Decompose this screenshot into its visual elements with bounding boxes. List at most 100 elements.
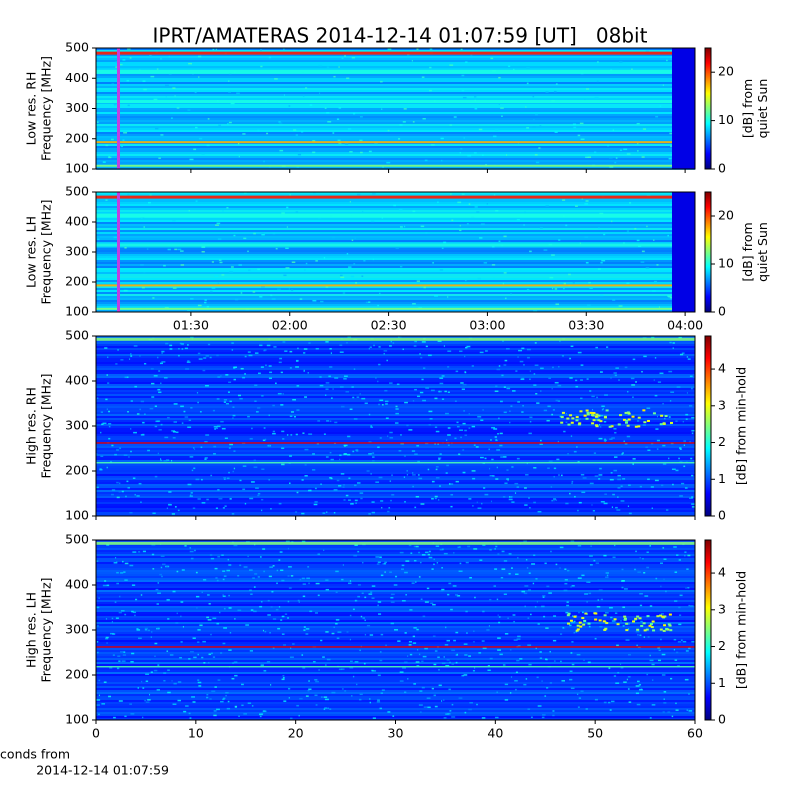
spectrogram-speckle — [461, 674, 465, 677]
spectrogram-speckle — [437, 340, 442, 342]
spectrogram-speckle — [524, 211, 526, 214]
spectrogram-speckle — [401, 599, 406, 602]
spectrogram-speckle — [247, 702, 252, 704]
spectrogram-row — [96, 58, 695, 60]
spectrogram-speckle — [545, 627, 549, 629]
spectrogram-speckle — [404, 401, 408, 404]
spectrogram-speckle — [527, 708, 531, 710]
spectrogram-speckle — [548, 592, 552, 594]
spectrogram-speckle — [537, 510, 542, 513]
spectrogram-speckle — [177, 509, 180, 512]
spectrogram-speckle — [614, 431, 617, 434]
spectrogram-speckle — [615, 367, 619, 369]
spectrogram-speckle — [632, 358, 636, 361]
spectrogram-speckle — [324, 698, 329, 701]
spectrogram-speckle — [329, 348, 332, 350]
spectrogram-speckle — [553, 615, 557, 617]
spectrogram-burst — [649, 623, 653, 626]
spectrogram-speckle — [280, 371, 283, 374]
spectrogram-speckle — [361, 592, 364, 595]
spectrogram-speckle — [352, 396, 355, 399]
spectrogram-speckle — [445, 664, 450, 667]
spectrogram-speckle — [140, 434, 145, 436]
spectrogram-speckle — [570, 652, 573, 654]
spectrogram-speckle — [239, 479, 242, 482]
spectrogram-speckle — [362, 617, 366, 619]
spectrogram-speckle — [439, 548, 444, 551]
spectrogram-speckle — [517, 192, 520, 195]
spectrogram-speckle — [506, 469, 509, 471]
spectrogram-speckle — [106, 544, 110, 546]
spectrogram-speckle — [217, 282, 219, 284]
spectrogram-speckle — [546, 419, 550, 422]
spectrogram-speckle — [147, 699, 151, 701]
spectrogram-speckle — [137, 687, 139, 689]
spectrogram-speckle — [303, 95, 305, 97]
spectrogram-speckle — [96, 560, 99, 562]
spectrogram-speckle — [526, 127, 530, 129]
spectrogram-speckle — [360, 615, 363, 618]
spectrogram-row — [96, 354, 695, 356]
spectrogram-speckle — [679, 448, 682, 450]
spectrogram-speckle — [423, 706, 428, 708]
spectrogram-row — [96, 514, 695, 516]
spectrogram-speckle — [165, 459, 170, 461]
spectrogram-speckle — [491, 426, 496, 429]
spectrogram-speckle — [206, 693, 209, 696]
spectrogram-speckle — [308, 582, 310, 585]
colorbar-tick-label: 2 — [718, 434, 726, 449]
spectrogram-speckle — [305, 695, 309, 697]
spectrogram-speckle — [404, 501, 406, 503]
spectrogram-speckle — [357, 550, 360, 553]
spectrogram-burst — [659, 423, 663, 426]
spectrogram-speckle — [178, 354, 180, 357]
spectrogram-row — [96, 194, 695, 196]
y-tick-label: 500 — [65, 184, 89, 199]
spectrogram-speckle — [448, 582, 452, 585]
spectrogram-speckle — [527, 617, 530, 619]
spectrogram-speckle — [136, 628, 139, 630]
spectrogram-speckle — [674, 659, 678, 661]
spectrogram-speckle — [561, 355, 565, 357]
spectrogram-speckle — [106, 356, 109, 359]
spectrogram-speckle — [193, 549, 196, 552]
x-tick-label: 04:00 — [667, 318, 703, 333]
spectrogram-speckle — [335, 591, 338, 593]
spectrogram-speckle — [407, 655, 409, 657]
spectrogram-speckle — [270, 606, 273, 608]
spectrogram-speckle — [566, 604, 570, 607]
spectrogram-speckle — [539, 657, 543, 659]
spectrogram-speckle — [466, 632, 468, 634]
spectrogram-speckle — [120, 145, 124, 148]
spectrogram-speckle — [595, 562, 600, 564]
spectrogram-speckle — [191, 696, 195, 698]
spectrogram-burst — [567, 622, 571, 625]
spectrogram-speckle — [232, 662, 235, 664]
spectrogram-speckle — [530, 716, 533, 719]
spectrogram-speckle — [419, 690, 423, 692]
spectrogram-row — [96, 60, 695, 62]
spectrogram-speckle — [568, 273, 571, 276]
spectrogram-speckle — [140, 501, 142, 503]
spectrogram-speckle — [150, 368, 154, 370]
spectrogram-speckle — [333, 75, 336, 78]
spectrogram-speckle — [517, 401, 520, 403]
spectrogram-speckle — [499, 653, 503, 656]
spectrogram-row — [96, 48, 695, 50]
spectrogram-speckle — [564, 582, 568, 585]
spectrogram-speckle — [603, 502, 608, 505]
spectrogram-speckle — [325, 286, 329, 288]
spectrogram-speckle — [415, 661, 420, 663]
spectrogram-row — [96, 90, 695, 92]
spectrogram-speckle — [96, 121, 99, 123]
spectrogram-speckle — [287, 687, 291, 690]
spectrogram-speckle — [519, 658, 523, 660]
spectrogram-speckle — [372, 452, 375, 454]
spectrogram-speckle — [122, 139, 125, 141]
spectrogram-burst — [578, 422, 582, 425]
spectrogram-speckle — [496, 449, 501, 451]
spectrogram-speckle — [197, 401, 199, 404]
spectrogram-speckle — [636, 644, 638, 647]
spectrogram-speckle — [105, 199, 108, 201]
spectrogram-speckle — [644, 595, 649, 597]
